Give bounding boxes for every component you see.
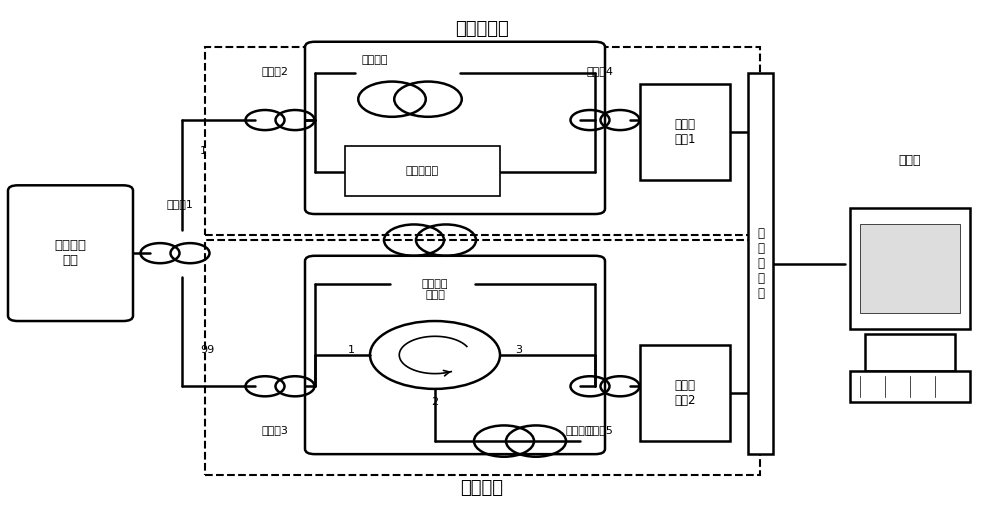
Text: 平衡探
测器2: 平衡探 测器2	[674, 379, 696, 407]
Text: 数
据
采
集
卡: 数 据 采 集 卡	[757, 227, 764, 300]
Text: 待测光纤: 待测光纤	[565, 425, 592, 436]
Bar	[205, 47, 760, 235]
Text: 可调谐激
光器: 可调谐激 光器	[54, 239, 87, 267]
Text: 1: 1	[200, 146, 207, 157]
Bar	[850, 371, 970, 402]
Text: 耦合器4: 耦合器4	[586, 66, 614, 76]
Text: 计算机: 计算机	[899, 154, 921, 167]
FancyBboxPatch shape	[305, 256, 605, 454]
Text: 延迟光纤: 延迟光纤	[362, 55, 388, 65]
Text: 99: 99	[200, 345, 214, 355]
Bar	[640, 345, 730, 441]
Bar	[640, 84, 730, 180]
Text: 耦合器3: 耦合器3	[262, 425, 288, 435]
Text: 1: 1	[348, 345, 355, 355]
Text: 主干涉仪: 主干涉仪	[460, 479, 504, 497]
FancyBboxPatch shape	[305, 42, 605, 214]
Bar	[748, 73, 773, 454]
Bar	[345, 146, 500, 196]
Text: 平衡探
测器1: 平衡探 测器1	[674, 118, 696, 146]
Text: 延迟光纤
环形器: 延迟光纤 环形器	[422, 279, 448, 301]
Text: 耦合器5: 耦合器5	[587, 425, 613, 435]
Bar	[850, 208, 970, 329]
Text: 3: 3	[515, 345, 522, 355]
FancyBboxPatch shape	[8, 185, 133, 321]
Text: 耦合器2: 耦合器2	[262, 66, 288, 76]
Text: 辅助干涉仪: 辅助干涉仪	[455, 20, 509, 38]
Text: 声光频移器: 声光频移器	[406, 166, 439, 176]
Bar	[865, 334, 955, 371]
Text: 耦合器1: 耦合器1	[167, 199, 193, 209]
Bar	[205, 240, 760, 475]
Bar	[860, 224, 960, 313]
Text: 2: 2	[431, 397, 439, 407]
